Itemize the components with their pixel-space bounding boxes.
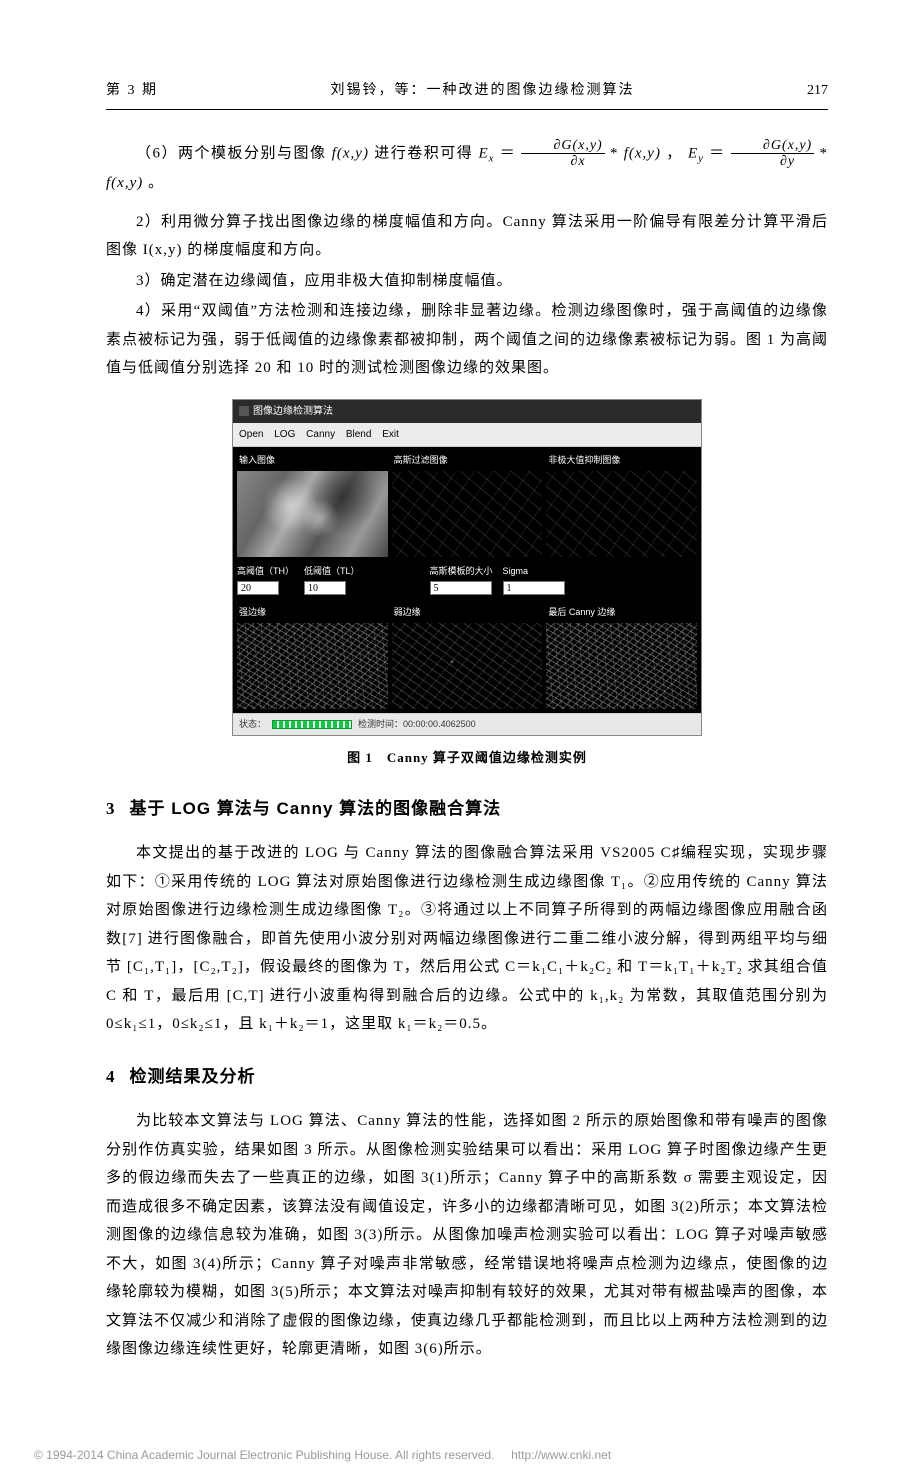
section-3-body: 本文提出的基于改进的 LOG 与 Canny 算法的图像融合算法采用 VS200… <box>106 839 828 1039</box>
app-icon <box>239 406 249 416</box>
label-strong: 强边缘 <box>237 603 388 623</box>
text: * <box>610 145 624 161</box>
label-nms: 非极大值抑制图像 <box>546 451 697 471</box>
text: （6）两个模板分别与图像 <box>136 145 332 161</box>
denominator: ∂x <box>521 154 604 169</box>
para-eq6: （6）两个模板分别与图像 f(x,y) 进行卷积可得 Ex ＝ ∂G(x,y) … <box>106 138 828 198</box>
math-fxy: f(x,y) <box>624 145 661 161</box>
menubar: Open LOG Canny Blend Exit <box>233 423 701 447</box>
label-weak: 弱边缘 <box>392 603 543 623</box>
denominator: ∂y <box>731 154 814 169</box>
running-header: 第 3 期 刘锡铃，等：一种改进的图像边缘检测算法 217 <box>106 78 828 105</box>
section-title: 检测结果及分析 <box>130 1067 256 1086</box>
app-window: 图像边缘检测算法 Open LOG Canny Blend Exit 输入图像 … <box>232 399 702 736</box>
para-step2: 2）利用微分算子找出图像边缘的梯度幅值和方向。Canny 算法采用一阶偏导有限差… <box>106 208 828 265</box>
section-title: 基于 LOG 算法与 Canny 算法的图像融合算法 <box>130 799 502 818</box>
text: ＝ <box>500 145 517 161</box>
para-step3: 3）确定潜在边缘阈值，应用非极大值抑制梯度幅值。 <box>106 267 828 296</box>
text: 。 <box>148 175 164 191</box>
cell-nms-image: 非极大值抑制图像 <box>546 451 697 557</box>
header-running-title: 刘锡铃，等：一种改进的图像边缘检测算法 <box>158 78 807 105</box>
section-num: 4 <box>106 1067 116 1086</box>
menu-blend[interactable]: Blend <box>346 429 372 440</box>
math-ex-sub: x <box>489 152 495 164</box>
text: ， <box>666 145 683 161</box>
menu-canny[interactable]: Canny <box>306 429 335 440</box>
label-final: 最后 Canny 边缘 <box>546 603 697 623</box>
caption-text: Canny 算子双阈值边缘检测实例 <box>387 750 587 765</box>
kernel-label: 高斯模板的大小 <box>430 563 493 581</box>
fraction-dgdy: ∂G(x,y) ∂y <box>731 138 814 170</box>
figure-1: 图像边缘检测算法 Open LOG Canny Blend Exit 输入图像 … <box>232 399 702 771</box>
numerator: ∂G(x,y) <box>521 138 604 154</box>
image-weak <box>392 623 543 709</box>
image-gaussian <box>392 471 543 557</box>
image-panel-2: 强边缘 弱边缘 最后 Canny 边缘 <box>233 599 701 713</box>
cell-gaussian-image: 高斯过滤图像 <box>392 451 543 557</box>
sigma-input[interactable]: 1 <box>503 581 565 595</box>
image-strong <box>237 623 388 709</box>
th-label: 高阈值（TH） <box>237 563 294 581</box>
para-step4: 4）采用“双阈值”方法检测和连接边缘，删除非显著边缘。检测边缘图像时，强于高阈值… <box>106 297 828 383</box>
status-label: 状态： <box>239 716 266 733</box>
page-footer: © 1994-2014 China Academic Journal Elect… <box>0 1414 920 1484</box>
section-4-body: 为比较本文算法与 LOG 算法、Canny 算法的性能，选择如图 2 所示的原始… <box>106 1107 828 1364</box>
tl-label: 低阈值（TL） <box>304 563 360 581</box>
image-input <box>237 471 388 557</box>
status-time: 00:00:00.4062500 <box>403 716 476 733</box>
statusbar: 状态： 检测时间： 00:00:00.4062500 <box>233 713 701 735</box>
menu-exit[interactable]: Exit <box>382 429 399 440</box>
figure-1-caption: 图 1 Canny 算子双阈值边缘检测实例 <box>232 746 702 771</box>
cell-input-image: 输入图像 <box>237 451 388 557</box>
progress-bar <box>272 720 352 729</box>
cell-strong-edge: 强边缘 <box>237 603 388 709</box>
tl-input[interactable]: 10 <box>304 581 346 595</box>
section-num: 3 <box>106 799 116 818</box>
controls-bar: 高阈值（TH） 20 低阈值（TL） 10 高斯模板的大小 5 Sigma 1 <box>233 561 701 599</box>
row-2: 强边缘 弱边缘 最后 Canny 边缘 <box>237 603 697 709</box>
section-4-heading: 4 检测结果及分析 <box>106 1061 828 1093</box>
math-ey-sub: y <box>698 152 704 164</box>
image-nms <box>546 471 697 557</box>
label-input: 输入图像 <box>237 451 388 471</box>
header-rule <box>106 109 828 110</box>
kernel-input[interactable]: 5 <box>430 581 492 595</box>
footer-copyright: © 1994-2014 China Academic Journal Elect… <box>34 1448 494 1462</box>
caption-num: 图 1 <box>347 750 387 765</box>
window-titlebar: 图像边缘检测算法 <box>233 400 701 423</box>
window-title: 图像边缘检测算法 <box>253 402 333 421</box>
row-1: 输入图像 高斯过滤图像 非极大值抑制图像 <box>237 451 697 557</box>
text: * <box>819 145 828 161</box>
text: ＝ <box>709 145 726 161</box>
header-issue: 第 3 期 <box>106 78 158 105</box>
math-ex: E <box>478 145 488 161</box>
fraction-dgdx: ∂G(x,y) ∂x <box>521 138 604 170</box>
section-3-heading: 3 基于 LOG 算法与 Canny 算法的图像融合算法 <box>106 793 828 825</box>
cell-final-canny: 最后 Canny 边缘 <box>546 603 697 709</box>
menu-log[interactable]: LOG <box>274 429 295 440</box>
text: 进行卷积可得 <box>374 145 478 161</box>
image-panel: 输入图像 高斯过滤图像 非极大值抑制图像 <box>233 447 701 561</box>
math-ey: E <box>688 145 698 161</box>
numerator: ∂G(x,y) <box>731 138 814 154</box>
label-gaussian: 高斯过滤图像 <box>392 451 543 471</box>
math-fxy: f(x,y) <box>332 145 369 161</box>
menu-open[interactable]: Open <box>239 429 263 440</box>
status-time-label: 检测时间： <box>358 716 403 733</box>
math-fxy: f(x,y) <box>106 175 143 191</box>
th-input[interactable]: 20 <box>237 581 279 595</box>
sigma-label: Sigma <box>503 563 565 581</box>
footer-link[interactable]: http://www.cnki.net <box>511 1448 611 1462</box>
image-final <box>546 623 697 709</box>
header-page-number: 217 <box>807 78 828 105</box>
cell-weak-edge: 弱边缘 <box>392 603 543 709</box>
